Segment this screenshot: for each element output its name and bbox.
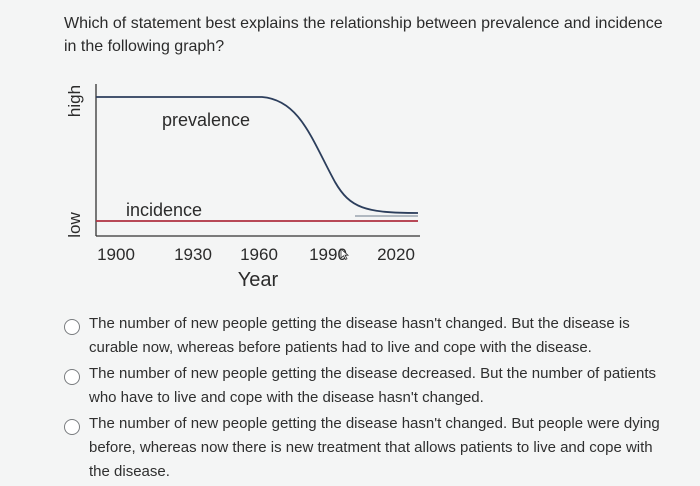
- radio-button-icon[interactable]: [64, 369, 80, 385]
- answer-option-text: The number of new people getting the dis…: [89, 315, 630, 356]
- x-tick-label: 1990: [309, 245, 347, 264]
- prevalence-incidence-chart: high low prevalence incidence 1900 1930 …: [65, 84, 420, 291]
- answer-options: The number of new people getting the dis…: [60, 312, 660, 484]
- prevalence-line: [96, 96, 419, 214]
- y-label-low: low: [65, 212, 84, 238]
- answer-option-text: The number of new people getting the dis…: [89, 415, 660, 480]
- y-label-high: high: [65, 85, 84, 117]
- radio-button-icon[interactable]: [64, 319, 80, 335]
- x-tick-label: 1930: [174, 245, 212, 264]
- x-tick-label: 2020: [377, 245, 415, 264]
- x-tick-label: 1900: [97, 245, 135, 264]
- question-text: Which of statement best explains the rel…: [64, 15, 663, 55]
- x-axis-title: Year: [238, 269, 279, 291]
- x-tick-label: 1960: [240, 245, 278, 264]
- mouse-cursor-icon: [340, 248, 350, 261]
- answer-option-2[interactable]: The number of new people getting the dis…: [60, 362, 660, 410]
- answer-option-text: The number of new people getting the dis…: [89, 365, 657, 406]
- answer-option-1[interactable]: The number of new people getting the dis…: [60, 312, 660, 360]
- radio-button-icon[interactable]: [64, 419, 80, 435]
- series-label-prevalence: prevalence: [162, 110, 250, 130]
- series-label-incidence: incidence: [126, 200, 202, 220]
- answer-option-3[interactable]: The number of new people getting the dis…: [60, 412, 660, 484]
